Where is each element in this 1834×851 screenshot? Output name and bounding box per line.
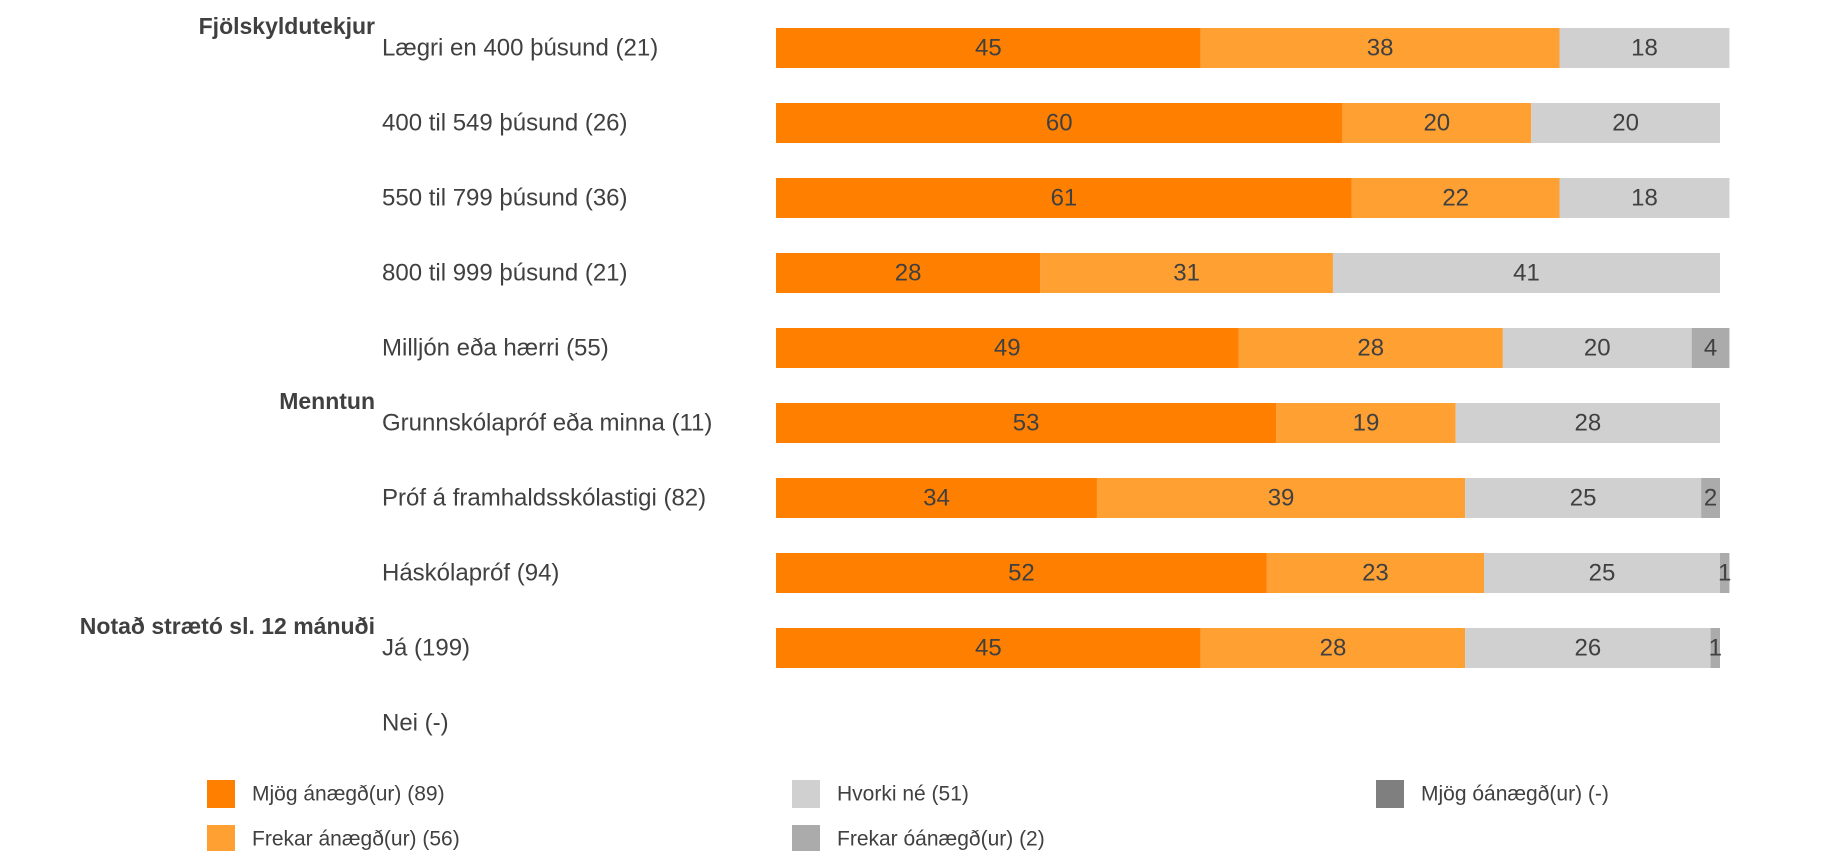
- legend-label: Frekar óánægð(ur) (2): [837, 828, 1045, 851]
- data-label: 18: [1631, 35, 1658, 62]
- legend-swatch: [1376, 780, 1404, 808]
- category-label: 800 til 999 þúsund (21): [382, 260, 628, 287]
- legend-swatch: [207, 780, 235, 808]
- legend-label: Hvorki né (51): [837, 783, 969, 806]
- data-label: 18: [1631, 185, 1658, 212]
- data-label: 20: [1584, 335, 1611, 362]
- data-label: 4: [1704, 335, 1717, 362]
- category-label: 400 til 549 þúsund (26): [382, 110, 628, 137]
- data-label: 34: [923, 485, 950, 512]
- data-label: 39: [1268, 485, 1295, 512]
- category-label: Próf á framhaldsskólastigi (82): [382, 485, 706, 512]
- data-label: 41: [1513, 260, 1540, 287]
- bars: 45 38 18 60 20 20 61 22 18 28 31 41 49 28 20 4 53 19 28 34 3…: [776, 28, 1731, 668]
- legend-swatch: [792, 780, 820, 808]
- data-label: 1: [1718, 560, 1731, 587]
- data-label: 20: [1423, 110, 1450, 137]
- group-label: Fjölskyldutekjur: [199, 13, 375, 39]
- data-label: 60: [1046, 110, 1073, 137]
- data-label: 1: [1709, 635, 1722, 662]
- data-label: 28: [1320, 635, 1347, 662]
- data-label: 52: [1008, 560, 1035, 587]
- category-label: Milljón eða hærri (55): [382, 335, 609, 362]
- data-label: 28: [1574, 410, 1601, 437]
- data-label: 23: [1362, 560, 1389, 587]
- legend-label: Mjög ánægð(ur) (89): [252, 783, 445, 806]
- group-label: Menntun: [279, 388, 375, 414]
- category-label: Lægri en 400 þúsund (21): [382, 35, 658, 62]
- data-label: 61: [1051, 185, 1078, 212]
- category-labels: Lægri en 400 þúsund (21) 400 til 549 þúsu…: [382, 35, 712, 737]
- category-label: 550 til 799 þúsund (36): [382, 185, 628, 212]
- legend: Mjög ánægð(ur) (89) Hvorki né (51) Mjög óá…: [207, 780, 1609, 851]
- data-label: 45: [975, 35, 1002, 62]
- data-label: 25: [1589, 560, 1616, 587]
- legend-swatch: [792, 825, 820, 851]
- data-label: 26: [1574, 635, 1601, 662]
- data-label: 22: [1442, 185, 1469, 212]
- data-label: 31: [1173, 260, 1200, 287]
- category-label: Grunnskólapróf eða minna (11): [382, 410, 712, 437]
- data-label: 20: [1612, 110, 1639, 137]
- category-label: Já (199): [382, 635, 470, 662]
- legend-swatch: [207, 825, 235, 851]
- group-labels: Fjölskyldutekjur Menntun Notað strætó sl. …: [80, 13, 375, 639]
- data-label: 45: [975, 635, 1002, 662]
- legend-label: Frekar ánægð(ur) (56): [252, 828, 460, 851]
- data-label: 19: [1353, 410, 1380, 437]
- legend-label: Mjög óánægð(ur) (-): [1421, 783, 1609, 806]
- data-label: 2: [1704, 485, 1717, 512]
- category-label: Háskólapróf (94): [382, 560, 559, 587]
- category-label: Nei (-): [382, 710, 449, 737]
- data-label: 53: [1013, 410, 1040, 437]
- data-label: 28: [1357, 335, 1384, 362]
- data-label: 25: [1570, 485, 1597, 512]
- data-label: 38: [1367, 35, 1394, 62]
- data-label: 28: [895, 260, 922, 287]
- group-label: Notað strætó sl. 12 mánuði: [80, 613, 375, 639]
- data-label: 49: [994, 335, 1021, 362]
